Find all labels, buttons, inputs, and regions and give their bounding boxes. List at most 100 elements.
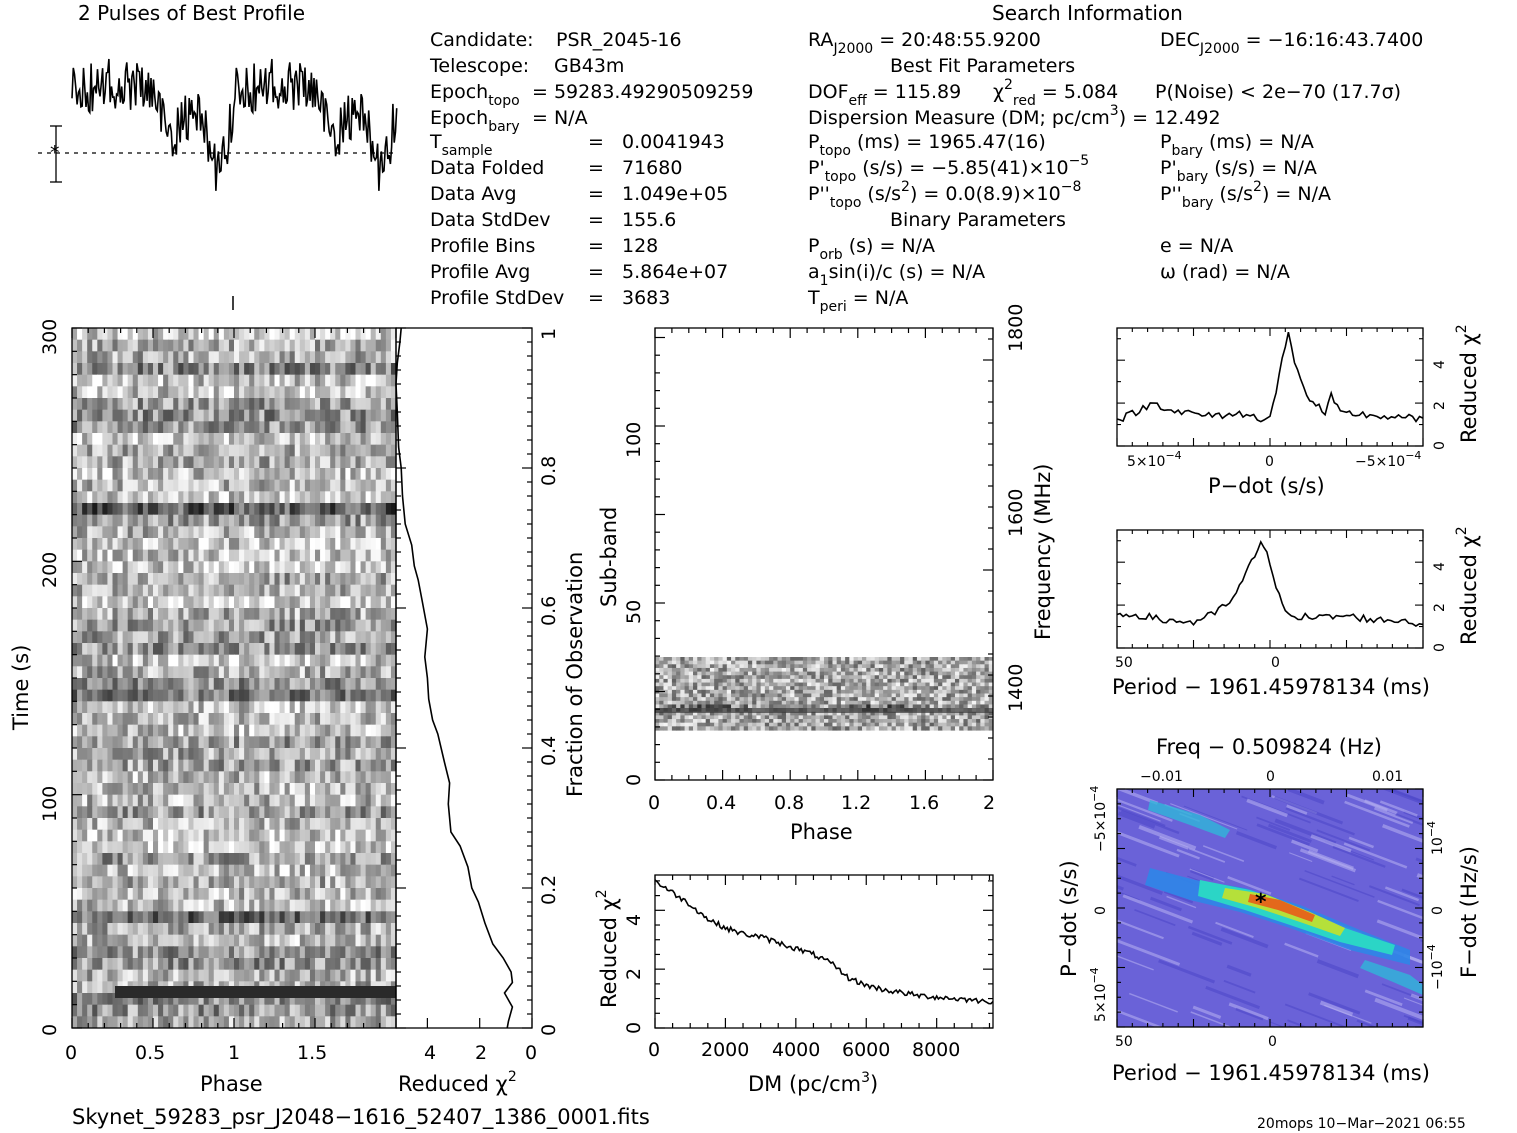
tp-cell — [163, 748, 169, 761]
tp-cell — [203, 596, 210, 609]
tp-cell — [350, 888, 357, 901]
tp-cell — [142, 759, 149, 772]
data-stddev-eq: = — [588, 209, 604, 231]
tp-cell — [390, 853, 396, 866]
tp-cell — [254, 666, 260, 679]
tp-cell — [183, 514, 190, 527]
tp-cell — [87, 724, 93, 737]
tp-cell — [289, 468, 296, 481]
sb-cell — [929, 693, 935, 698]
tp-cell — [330, 654, 336, 667]
tp-cell — [330, 818, 336, 831]
tp-cell — [320, 759, 326, 772]
tp-cell — [390, 328, 396, 341]
tp-cell — [385, 853, 392, 866]
tp-cell — [284, 631, 291, 644]
sb-cell — [883, 667, 888, 673]
tp-cell — [117, 398, 124, 411]
tp-cell — [355, 794, 362, 807]
tp-cell — [92, 689, 98, 702]
tp-cell — [370, 409, 377, 422]
tp-cell — [137, 829, 144, 842]
tp-cell — [350, 654, 357, 667]
tp-cell — [142, 654, 149, 667]
sb-cell — [845, 693, 850, 698]
tp-cell — [97, 806, 103, 819]
tp-cell — [112, 818, 119, 831]
tp-cell — [239, 689, 245, 702]
tp-cell — [92, 969, 98, 982]
tp-cell — [289, 433, 296, 446]
tp-cell — [259, 468, 265, 481]
tp-cell — [193, 479, 200, 492]
sb-cell — [832, 682, 838, 687]
tp-cell — [335, 526, 341, 539]
tp-cell — [183, 561, 190, 574]
tp-cell — [102, 491, 109, 504]
tp-cell — [309, 759, 316, 772]
tp-cell — [294, 584, 301, 597]
tp-cell — [385, 328, 392, 341]
tp-cell — [289, 993, 296, 1006]
tp-cell — [335, 736, 341, 749]
tp-cell — [213, 584, 220, 597]
tp-cell — [345, 806, 352, 819]
sb-cell — [785, 667, 791, 673]
tp-cell — [223, 1016, 230, 1028]
tp-cell — [158, 923, 164, 936]
tp-cell — [107, 724, 114, 737]
tp-cell — [370, 374, 377, 387]
tp-cell — [380, 363, 387, 376]
tp-cell — [365, 596, 372, 609]
tp-cell — [320, 619, 326, 632]
tp-cell — [309, 374, 316, 387]
sb-cell — [709, 657, 715, 662]
tp-cell — [72, 864, 78, 877]
tp-cell — [153, 876, 159, 889]
sb-cell — [659, 671, 665, 676]
tp-cell — [132, 794, 139, 807]
tp-cell — [122, 993, 129, 1006]
tp-cell — [315, 596, 321, 609]
tp-cell — [208, 783, 215, 796]
tp-cell — [107, 468, 114, 481]
tp-cell — [244, 853, 250, 866]
tp-cell — [330, 923, 336, 936]
tp-cell — [168, 549, 174, 562]
sb-cell — [824, 664, 829, 669]
tp-cell — [158, 1004, 164, 1017]
tp-cell — [315, 958, 321, 971]
sb-cell — [655, 693, 660, 698]
tp-cell — [198, 514, 205, 527]
tp-cell — [274, 608, 281, 621]
tp-cell — [208, 584, 215, 597]
tp-cell — [208, 701, 215, 714]
tp-cell — [158, 818, 164, 831]
sb-cell — [971, 664, 977, 669]
tp-cell — [102, 619, 109, 632]
tp-cell — [142, 713, 149, 726]
tp-cell — [203, 444, 210, 457]
tp-cell — [183, 573, 190, 586]
tp-cell — [183, 853, 190, 866]
tp-cell — [87, 503, 93, 516]
tp-cell — [203, 549, 210, 562]
tp-cell — [330, 561, 336, 574]
tp-cell — [142, 724, 149, 737]
tp-cell — [198, 1016, 205, 1028]
tp-cell — [163, 351, 169, 364]
tp-cell — [178, 806, 184, 819]
tp-cell — [325, 876, 331, 889]
sb-cell — [908, 689, 914, 695]
tp-cell — [345, 666, 352, 679]
tp-cell — [218, 724, 225, 737]
tp-cell — [330, 958, 336, 971]
tp-cell — [168, 643, 174, 656]
tp-cell — [284, 771, 291, 784]
tp-cell — [158, 911, 164, 924]
tp-cell — [365, 584, 372, 597]
tp-cell — [117, 993, 124, 1006]
tp-cell — [380, 1016, 387, 1028]
sb-cell — [688, 657, 694, 662]
tp-cell — [390, 596, 396, 609]
